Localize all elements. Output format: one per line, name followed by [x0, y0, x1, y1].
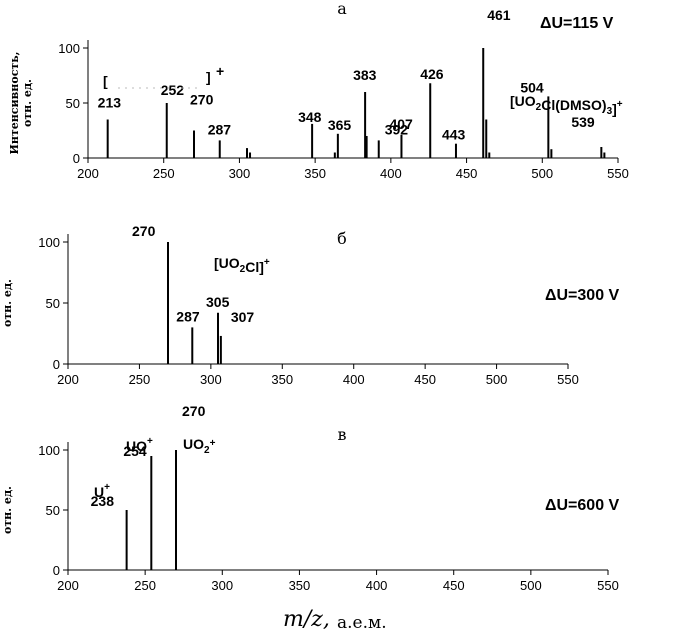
bracket-open: [ [103, 73, 108, 89]
peak-label: 443 [442, 127, 466, 143]
peak-label: 348 [298, 109, 322, 125]
peak-label: 407 [389, 116, 413, 132]
ion-label: UO+ [126, 436, 153, 454]
peak-label: 270 [182, 403, 206, 419]
x-tick-label: 300 [211, 578, 233, 593]
x-tick-label: 250 [153, 166, 175, 181]
peak-label: 504 [520, 79, 544, 95]
x-axis-unit: а.е.м. [337, 613, 387, 633]
panel-в: 0 50 100 200 250 300 350 400 450 500 550 Интенсивно… [0, 403, 620, 593]
y-tick-label: 100 [58, 41, 80, 56]
peak-label: 254 [123, 443, 147, 459]
panel-letter: б [337, 229, 347, 248]
x-tick-label: 250 [129, 372, 151, 387]
peak-label: 426 [420, 66, 444, 82]
x-tick-label: 550 [607, 166, 629, 181]
x-tick-label: 500 [486, 372, 508, 387]
x-tick-label: 200 [57, 578, 79, 593]
x-tick-label: 350 [271, 372, 293, 387]
peak-label: 539 [571, 114, 595, 130]
x-tick-label: 450 [443, 578, 465, 593]
peak-label: 305 [206, 294, 230, 310]
peak-label: 365 [328, 117, 352, 133]
panel-letter: в [337, 425, 346, 444]
ion-label: U+ [94, 482, 110, 500]
x-tick-label: 300 [200, 372, 222, 387]
y-tick-label: 50 [46, 503, 60, 518]
x-tick-label: 550 [557, 372, 579, 387]
x-tick-label: 250 [134, 578, 156, 593]
panel-б: 0 50 100 200 250 300 350 400 450 500 550 Интенсивно… [0, 223, 620, 387]
y-axis-label: Интенсивность,отн. ед. [0, 458, 14, 561]
x-tick-label: 400 [380, 166, 402, 181]
y-axis-label: Интенсивность,отн. ед. [0, 251, 14, 354]
x-axis-label: m/z, [283, 607, 330, 632]
peak-label: 287 [208, 121, 232, 137]
peak-label: 392 [385, 121, 409, 137]
panel-а: 0 50 100 200 250 300 350 400 450 500 550 Интенсивно… [8, 0, 629, 181]
x-tick-label: 350 [304, 166, 326, 181]
peak-label: 252 [161, 82, 185, 98]
voltage-label: ΔU=300 V [545, 287, 620, 304]
y-axis-label: Интенсивность,отн. ед. [8, 51, 34, 154]
y-tick-label: 0 [53, 357, 60, 372]
x-tick-label: 500 [531, 166, 553, 181]
y-tick-label: 100 [38, 443, 60, 458]
x-tick-label: 450 [456, 166, 478, 181]
peak-label: 287 [176, 308, 200, 324]
peak-label: 270 [190, 92, 214, 108]
peak-label: 383 [353, 67, 377, 83]
peak-label: 461 [487, 7, 511, 23]
x-tick-label: 500 [520, 578, 542, 593]
peak-label: 238 [91, 493, 115, 509]
peak-label: 307 [231, 309, 255, 325]
complex-annotation-a: [UO2Cl(DMSO)3]+ [510, 93, 623, 117]
peak-label: 270 [132, 223, 156, 239]
panel-letter: а [337, 0, 347, 18]
complex-annotation-b: [UO2Cl]+ [214, 255, 270, 275]
y-tick-label: 0 [53, 563, 60, 578]
x-tick-label: 400 [366, 578, 388, 593]
bracket-close: ] [206, 69, 211, 85]
x-tick-label: 200 [77, 166, 99, 181]
x-tick-label: 200 [57, 372, 79, 387]
y-tick-label: 50 [46, 296, 60, 311]
x-tick-label: 300 [229, 166, 251, 181]
peak-label: 213 [98, 95, 122, 111]
bracket-charge: + [216, 63, 224, 79]
voltage-label: ΔU=115 V [540, 15, 614, 32]
x-tick-label: 350 [289, 578, 311, 593]
x-tick-label: 400 [343, 372, 365, 387]
y-tick-label: 50 [66, 96, 80, 111]
ion-label: UO2+ [183, 436, 216, 456]
x-tick-label: 450 [414, 372, 436, 387]
voltage-label: ΔU=600 V [545, 497, 620, 514]
y-tick-label: 0 [73, 151, 80, 166]
x-tick-label: 550 [597, 578, 619, 593]
y-tick-label: 100 [38, 235, 60, 250]
